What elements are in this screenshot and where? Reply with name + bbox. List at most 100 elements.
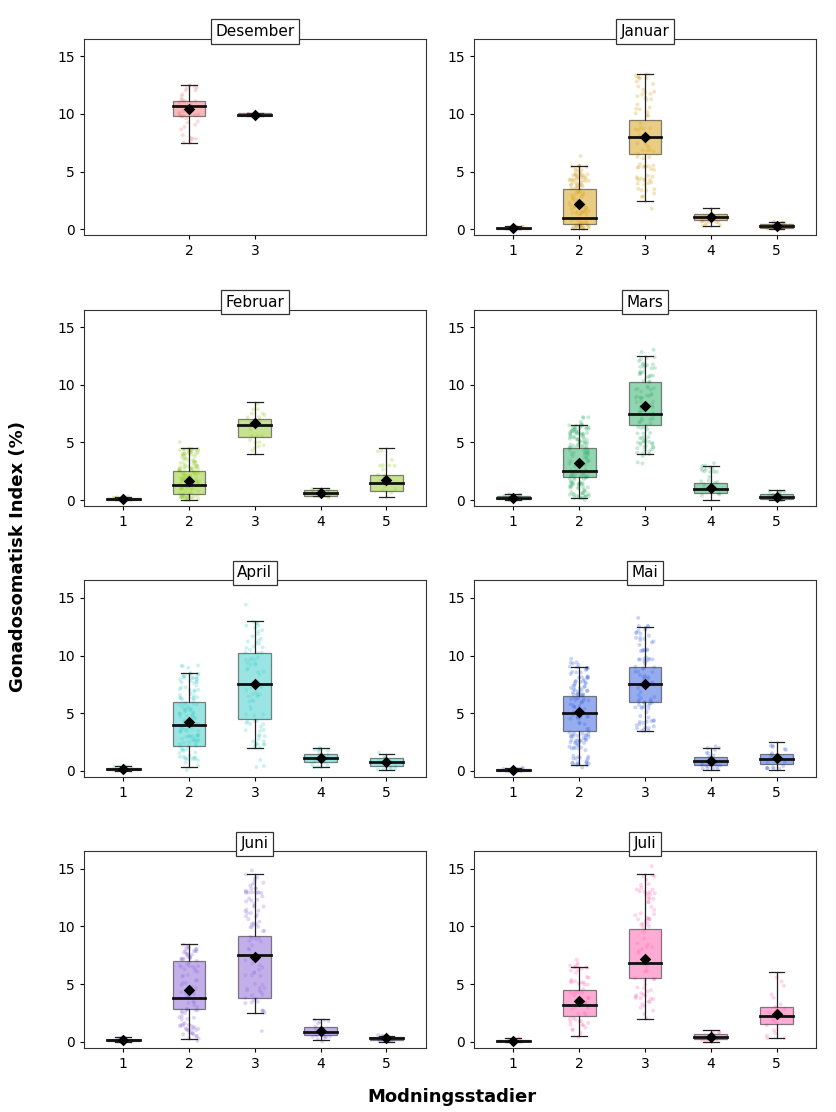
Point xyxy=(241,408,254,426)
Point xyxy=(506,219,519,237)
Point xyxy=(645,674,658,692)
Bar xyxy=(694,215,726,219)
Point xyxy=(777,214,790,231)
Point xyxy=(760,754,773,772)
Point xyxy=(312,741,325,758)
Point xyxy=(113,492,126,509)
Point xyxy=(566,676,579,694)
Point xyxy=(191,464,205,481)
Point xyxy=(645,200,658,218)
Point xyxy=(186,692,200,709)
Point xyxy=(647,359,660,377)
Point xyxy=(630,418,644,436)
Point xyxy=(375,456,389,474)
Point xyxy=(574,176,588,193)
Point xyxy=(640,141,654,159)
Point xyxy=(191,477,204,495)
Point xyxy=(694,459,707,477)
Point xyxy=(257,406,271,424)
Point xyxy=(645,939,658,956)
Point xyxy=(179,714,192,732)
Point xyxy=(762,1004,775,1022)
Point xyxy=(566,747,579,765)
Point xyxy=(570,176,584,193)
Point xyxy=(181,946,194,964)
Point xyxy=(511,1032,524,1050)
Point xyxy=(191,490,205,508)
Point xyxy=(703,1027,716,1045)
Point xyxy=(173,735,186,753)
Point xyxy=(579,726,593,744)
Point xyxy=(118,490,131,508)
Point xyxy=(567,738,580,756)
Point xyxy=(568,210,581,228)
Point xyxy=(176,465,190,483)
Point xyxy=(176,1016,190,1034)
Point xyxy=(633,628,646,646)
Point xyxy=(380,471,393,489)
Text: Desember: Desember xyxy=(215,24,294,39)
Point xyxy=(577,480,590,498)
Point xyxy=(578,448,591,466)
Point xyxy=(250,427,263,445)
Point xyxy=(581,669,594,687)
Point xyxy=(635,699,648,717)
Point xyxy=(563,734,577,752)
Point xyxy=(181,751,194,768)
Point xyxy=(320,756,334,774)
Point xyxy=(694,1031,707,1049)
Point xyxy=(564,971,578,989)
Point xyxy=(633,398,646,416)
Point xyxy=(573,217,587,235)
Point xyxy=(573,748,586,766)
Point xyxy=(567,739,580,757)
Point xyxy=(567,725,580,743)
Point xyxy=(245,405,258,423)
Point xyxy=(631,78,645,96)
Point xyxy=(563,654,577,672)
Point xyxy=(241,904,254,922)
Point xyxy=(311,749,324,767)
Point xyxy=(376,1029,390,1046)
Point xyxy=(181,947,194,965)
Point xyxy=(563,473,577,490)
Point xyxy=(579,674,592,692)
Point xyxy=(567,689,580,707)
Point xyxy=(315,1033,329,1051)
Point xyxy=(125,490,138,508)
Point xyxy=(630,609,644,627)
Point xyxy=(578,456,591,474)
Point xyxy=(573,673,587,691)
Point xyxy=(187,464,201,481)
Point xyxy=(255,622,268,639)
Point xyxy=(769,488,782,506)
Point xyxy=(644,440,657,458)
Point xyxy=(570,956,584,974)
Point xyxy=(387,457,400,475)
Point xyxy=(182,986,196,1004)
Point xyxy=(182,443,196,460)
Point xyxy=(579,198,592,216)
Point xyxy=(646,717,660,735)
Point xyxy=(175,741,188,758)
Point xyxy=(632,715,645,733)
Point xyxy=(190,1027,203,1045)
Point xyxy=(189,980,202,997)
Point xyxy=(576,728,589,746)
Point xyxy=(574,468,588,486)
Point xyxy=(182,100,196,118)
Point xyxy=(706,463,720,480)
Point xyxy=(700,211,713,229)
Point xyxy=(565,447,579,465)
Point xyxy=(238,644,252,662)
Point xyxy=(571,424,584,441)
Point xyxy=(241,713,254,731)
Point xyxy=(635,81,649,99)
Point xyxy=(706,759,719,777)
Point xyxy=(183,713,196,731)
Point xyxy=(572,215,585,232)
Point xyxy=(574,668,588,686)
Point xyxy=(569,453,583,470)
Point xyxy=(191,1001,204,1019)
Point xyxy=(175,657,188,675)
